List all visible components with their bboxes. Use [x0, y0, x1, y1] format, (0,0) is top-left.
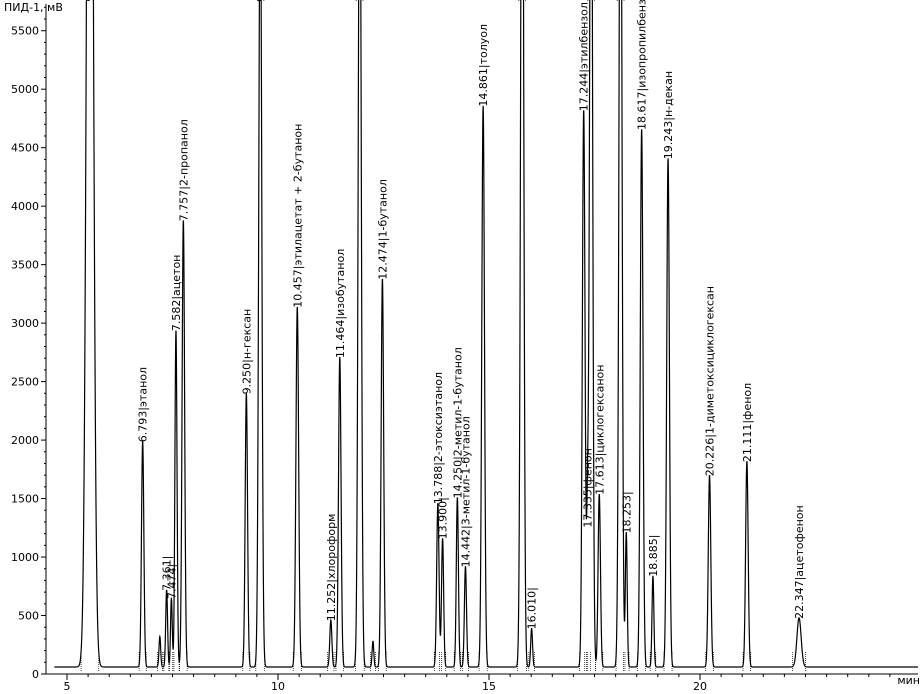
peak-label: 18.116|о-ксилол + стирол — [614, 0, 627, 2]
peak-label: 17.244|этилбензол — [578, 2, 591, 111]
peak-label: 14.250|2-метил-1-бутанол — [451, 347, 464, 498]
peak-label: 13.900| — [437, 497, 450, 539]
y-tick-label: 3500 — [11, 259, 39, 272]
y-tick-label: 1500 — [11, 493, 39, 506]
y-tick-label: 2500 — [11, 376, 39, 389]
y-tick-label: 4000 — [11, 200, 39, 213]
peak-label: 18.885| — [647, 535, 660, 577]
peak-label: 20.226|1-диметоксициклогексан — [704, 286, 717, 476]
y-tick-label: 500 — [18, 610, 39, 623]
peak-label: 10.457|этилацетат + 2-бутанон — [291, 124, 304, 308]
peak-label: 7.757|2-пропанол — [177, 119, 190, 221]
peak-label: 5.543| — [84, 0, 97, 2]
x-tick-label: 10 — [271, 680, 285, 693]
peak-label: 17.419|м-, + п-ксилолы — [585, 0, 598, 2]
x-tick-label: 15 — [482, 680, 496, 693]
peak-label: 14.442|3-метил-1-бутанол — [459, 416, 472, 567]
x-axis-title: мин — [897, 674, 920, 687]
peak-label: 18.617|изопропилбензол — [636, 0, 649, 130]
y-tick-label: 3000 — [11, 317, 39, 330]
peak-label: 15.786|бутилацетат — [516, 0, 529, 2]
peak-label: 11.252|хлороформ — [325, 514, 338, 622]
x-tick-label: 20 — [693, 680, 707, 693]
peak-label: 14.861|толуол — [477, 24, 490, 107]
y-tick-label: 4500 — [11, 142, 39, 155]
peak-label: 17.335|фенон — [582, 448, 595, 527]
peak-label: 21.111|фенол — [741, 383, 754, 462]
peak-label: 16.010| — [526, 587, 539, 629]
x-tick-label: 5 — [64, 680, 71, 693]
y-tick-label: 0 — [32, 668, 39, 681]
chromatogram-trace-group — [54, 0, 918, 672]
peak-label: 18.253| — [620, 491, 633, 533]
peak-label: 7.361| — [161, 556, 174, 591]
peak-label: 9.580|1-пропанол — [254, 0, 267, 2]
peak-label: 11.937|бензол — [354, 0, 367, 2]
y-tick-label: 5000 — [11, 83, 39, 96]
peak-label: 12.474|1-бутанол — [376, 179, 389, 280]
peak-label: 9.250|н-гексан — [240, 309, 253, 395]
peak-label: 7.474| — [165, 564, 178, 599]
chromatogram-trace — [54, 0, 918, 668]
y-tick-label: 2000 — [11, 434, 39, 447]
axes: 0 500 1000 1500 2000 2500 3000 3500 4000 4500 5000… — [11, 4, 918, 693]
y-tick-label: 5500 — [11, 25, 39, 38]
peak-label: 19.243|н-декан — [662, 71, 675, 159]
peak-label: 22.347|ацетофенон — [793, 505, 806, 619]
peak-label: 6.793|этанол — [137, 367, 150, 442]
peak-label: 17.613|циклогексанон — [593, 365, 606, 495]
peak-label: 11.464|изобутанол — [334, 249, 347, 358]
peak-label: 7.582|ацетон — [170, 255, 183, 332]
peak-label: 13.788|2-этоксиэтанол — [432, 372, 445, 504]
y-axis-title: ПИД-1, мВ — [4, 1, 63, 14]
y-tick-label: 1000 — [11, 551, 39, 564]
peak-labels: 5.543| 6.793|этанол 7.361|7.474| 7.582|ацет… — [84, 0, 806, 629]
